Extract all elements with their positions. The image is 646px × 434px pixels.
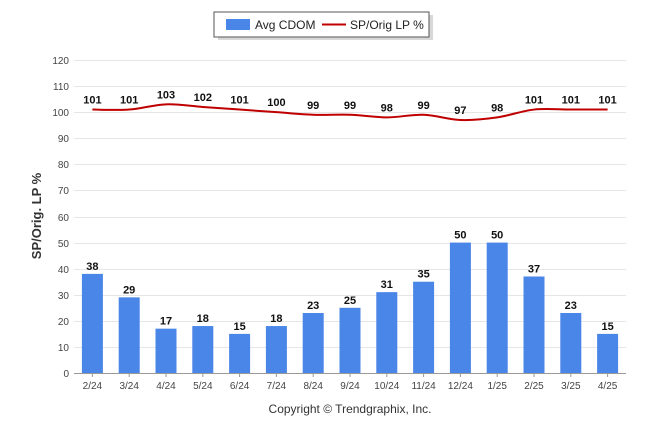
bar-data-label: 50 (491, 230, 503, 242)
bar (486, 242, 508, 373)
bar (302, 313, 324, 373)
line-data-label: 99 (307, 100, 319, 112)
bars (81, 242, 619, 373)
y-tick-label: 50 (58, 239, 70, 250)
bar-data-label: 23 (565, 300, 577, 312)
bar-data-label: 37 (528, 263, 540, 275)
bar (229, 333, 251, 373)
x-tick-label: 6/24 (230, 381, 250, 392)
x-tick-label: 3/24 (119, 381, 139, 392)
bar (376, 292, 398, 373)
x-tick-label: 2/24 (83, 381, 103, 392)
bar-data-label: 18 (197, 313, 209, 325)
y-tick-label: 120 (52, 56, 69, 67)
line-data-label: 101 (562, 95, 580, 107)
bar-data-label: 35 (417, 269, 429, 281)
line-data-label: 99 (344, 100, 356, 112)
bar-data-label: 15 (601, 321, 613, 333)
bar (523, 276, 545, 373)
x-tick-label: 10/24 (374, 381, 399, 392)
bar (192, 326, 214, 373)
y-tick-label: 0 (63, 369, 69, 380)
legend-swatch-avg-cdom (226, 19, 250, 30)
bar (265, 326, 287, 373)
line-data-label: 98 (381, 102, 393, 114)
line-data-label: 100 (267, 97, 285, 109)
bar (118, 297, 140, 373)
y-tick-label: 30 (58, 291, 70, 302)
x-axis-ticks: 2/24 3/24 4/24 5/24 6/24 7/24 8/24 9/24 10/24 11/… (83, 373, 618, 392)
x-tick-label: 2/25 (524, 381, 544, 392)
line-data-label: 101 (525, 95, 543, 107)
line-data-label: 98 (491, 102, 503, 114)
bar-data-label: 15 (233, 321, 245, 333)
bar-data-label: 25 (344, 295, 356, 307)
bar-data-label: 29 (123, 284, 135, 296)
x-tick-label: 4/25 (598, 381, 618, 392)
legend-label-sp-orig-lp: SP/Orig LP % (350, 18, 424, 32)
copyright-footer: Copyright © Trendgraphix, Inc. (269, 402, 432, 416)
line-data-label: 99 (417, 100, 429, 112)
y-tick-label: 70 (58, 186, 70, 197)
line-data-label: 101 (598, 95, 616, 107)
bar-data-label: 23 (307, 300, 319, 312)
bar (81, 273, 103, 373)
line-data-label: 101 (120, 95, 138, 107)
y-tick-label: 60 (58, 213, 70, 224)
x-tick-label: 1/25 (487, 381, 507, 392)
x-tick-label: 3/25 (561, 381, 581, 392)
y-tick-label: 80 (58, 160, 70, 171)
line-data-label: 101 (230, 95, 248, 107)
x-tick-label: 8/24 (303, 381, 323, 392)
bar-data-labels: 38 29 17 18 15 18 23 25 31 35 50 50 37 23 15 (86, 230, 613, 333)
bar (155, 328, 177, 373)
x-tick-label: 11/24 (411, 381, 436, 392)
line-data-label: 103 (157, 89, 175, 101)
y-tick-label: 40 (58, 265, 70, 276)
y-tick-label: 10 (58, 343, 70, 354)
y-axis-ticks: 0 10 20 30 40 50 60 70 80 90 100 110 120 (52, 56, 69, 380)
legend: Avg CDOM SP/Orig LP % (213, 11, 433, 40)
line-data-label: 97 (454, 105, 466, 117)
y-tick-label: 20 (58, 317, 70, 328)
line-series (92, 103, 608, 122)
y-tick-label: 110 (53, 82, 69, 93)
line-data-label: 102 (194, 92, 212, 104)
y-tick-label: 100 (52, 108, 69, 119)
x-tick-label: 7/24 (267, 381, 287, 392)
bar-data-label: 38 (86, 261, 98, 273)
bar-data-label: 17 (160, 316, 172, 328)
bar-data-label: 50 (454, 230, 466, 242)
sp-orig-lp-line (92, 103, 608, 122)
bar (597, 333, 619, 373)
x-tick-label: 4/24 (156, 381, 176, 392)
bar (560, 313, 582, 373)
y-tick-label: 90 (58, 134, 70, 145)
y-axis-label: SP/Orig. LP % (29, 172, 44, 259)
bar (413, 281, 435, 373)
x-tick-label: 5/24 (193, 381, 213, 392)
line-data-label: 101 (83, 95, 101, 107)
x-tick-label: 9/24 (340, 381, 360, 392)
bar-data-label: 18 (270, 313, 282, 325)
bar (339, 307, 361, 373)
bar (449, 242, 471, 373)
x-tick-label: 12/24 (448, 381, 473, 392)
legend-label-avg-cdom: Avg CDOM (255, 18, 315, 32)
bar-data-label: 31 (381, 279, 393, 291)
line-data-labels: 101 101 103 102 101 100 99 99 98 99 97 98 101 101 101 (83, 89, 617, 117)
